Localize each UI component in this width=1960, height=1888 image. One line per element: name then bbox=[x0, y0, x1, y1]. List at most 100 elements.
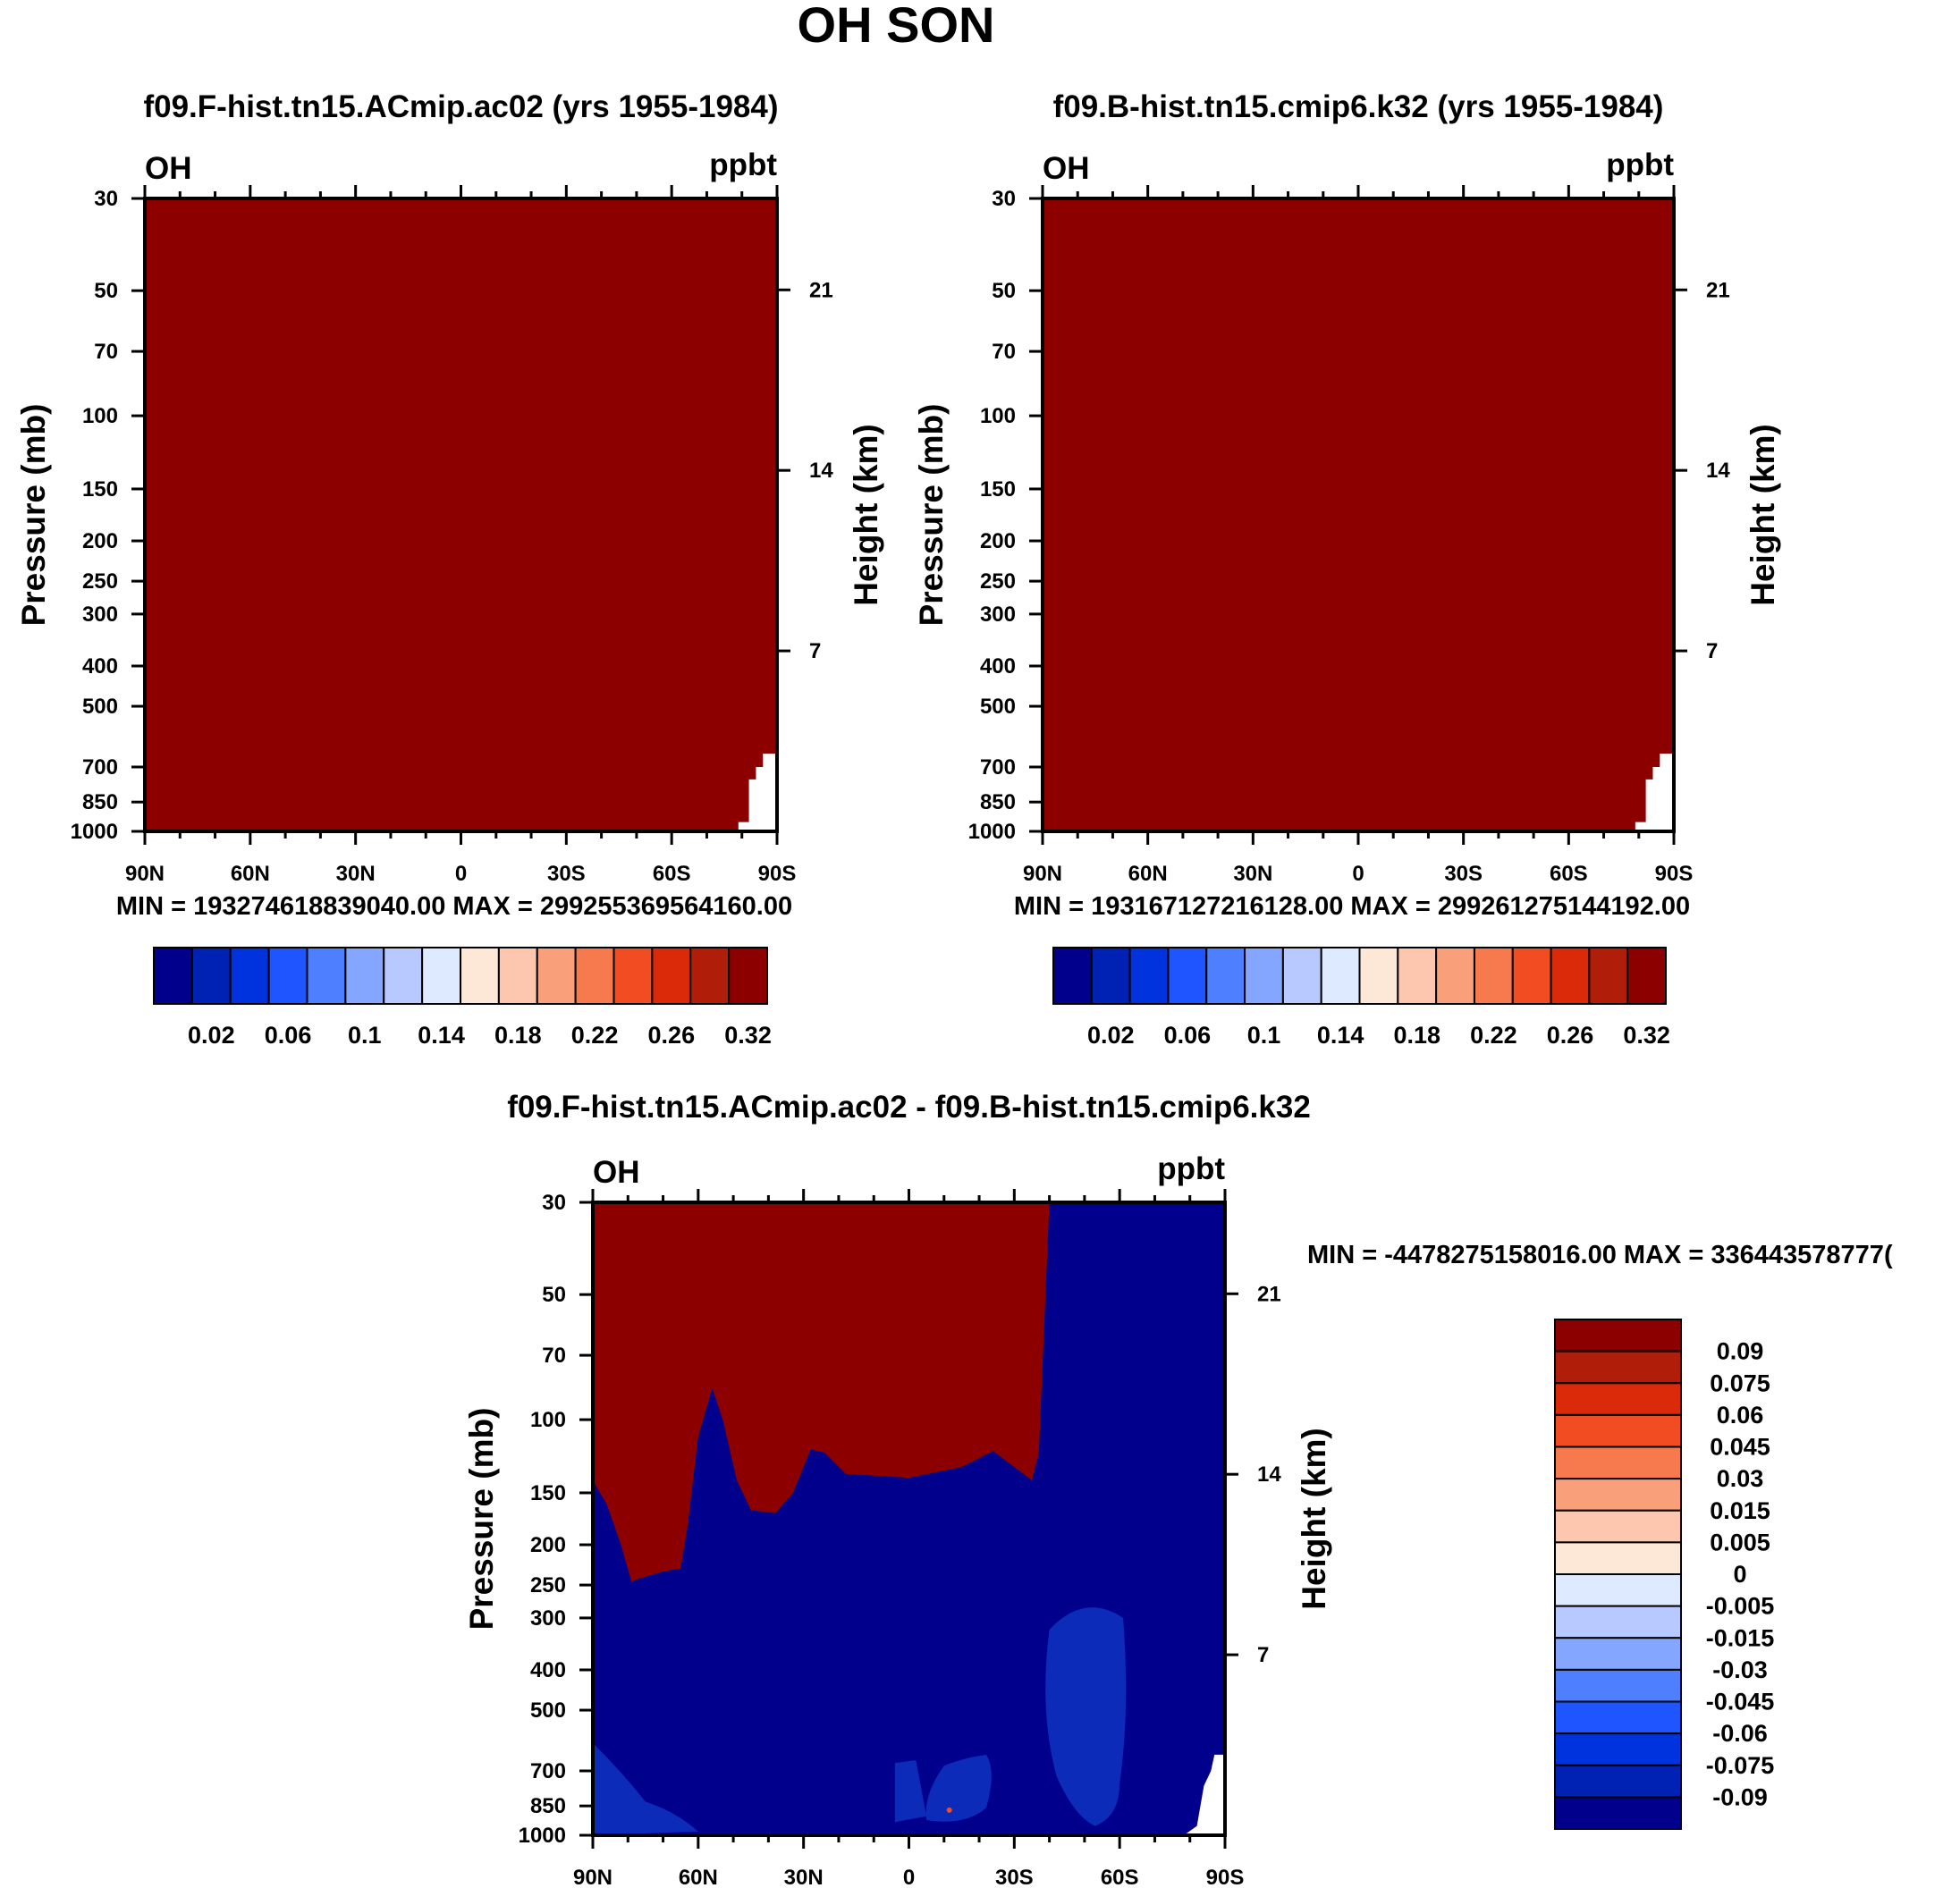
colorbar-box bbox=[1554, 1700, 1682, 1735]
panel-title: f09.B-hist.tn15.cmip6.k32 (yrs 1955-1984… bbox=[1053, 89, 1664, 124]
left-string: OH bbox=[593, 1155, 640, 1190]
min-max-label: MIN = 193274618839040.00 MAX = 299255369… bbox=[116, 892, 792, 921]
figure-title: OH SON bbox=[798, 0, 995, 53]
colorbar-box bbox=[421, 947, 461, 1005]
y-tick-label: 400 bbox=[980, 654, 1016, 678]
colorbar-box bbox=[1358, 947, 1399, 1005]
colorbar-box bbox=[612, 947, 654, 1005]
x-tick-label: 90S bbox=[1655, 862, 1694, 886]
y-tick-label: 850 bbox=[980, 790, 1016, 814]
colorbar-label: 0.09 bbox=[1717, 1338, 1764, 1365]
y-axis-title: Pressure (mb) bbox=[913, 404, 950, 627]
colorbar-box bbox=[1554, 1509, 1682, 1544]
y-tick-label: 200 bbox=[530, 1533, 566, 1557]
y2-tick-label: 7 bbox=[1706, 639, 1718, 663]
y-axis-title: Pressure (mb) bbox=[463, 1408, 500, 1631]
y-tick-label: 70 bbox=[992, 340, 1016, 364]
colorbar-box bbox=[1554, 1350, 1682, 1385]
y-tick-label: 70 bbox=[94, 340, 118, 364]
colorbar-label: 0.06 bbox=[1717, 1402, 1764, 1429]
colorbar-box bbox=[1554, 1573, 1682, 1607]
colorbar-label: 0.22 bbox=[571, 1022, 619, 1049]
x-tick-label: 90N bbox=[573, 1866, 612, 1888]
colorbar-box bbox=[689, 947, 731, 1005]
colorbar-box bbox=[1554, 1541, 1682, 1575]
y2-tick-label: 14 bbox=[1706, 459, 1730, 483]
panel-title: f09.F-hist.tn15.ACmip.ac02 (yrs 1955-198… bbox=[143, 89, 778, 124]
colorbar-box bbox=[306, 947, 347, 1005]
colorbar-label: 0.32 bbox=[724, 1022, 772, 1049]
colorbar-label: 0.02 bbox=[188, 1022, 235, 1049]
colorbar-label: 0.22 bbox=[1470, 1022, 1517, 1049]
y-tick-label: 1000 bbox=[519, 1824, 566, 1848]
field-missing bbox=[1084, 1754, 1225, 1835]
x-tick-label: 0 bbox=[1352, 862, 1364, 886]
colorbar-label: 0.03 bbox=[1717, 1465, 1764, 1492]
colorbar-box bbox=[651, 947, 692, 1005]
colorbar-box bbox=[1281, 947, 1322, 1005]
y2-tick-label: 7 bbox=[1257, 1643, 1269, 1667]
colorbar-box bbox=[383, 947, 424, 1005]
colorbar-label: -0.09 bbox=[1712, 1783, 1768, 1810]
y2-tick-label: 21 bbox=[1257, 1282, 1281, 1306]
panel-title: f09.F-hist.tn15.ACmip.ac02 - f09.B-hist.… bbox=[507, 1090, 1311, 1125]
x-tick-label: 30S bbox=[1444, 862, 1483, 886]
colorbar-box bbox=[1320, 947, 1361, 1005]
x-tick-label: 60S bbox=[1101, 1866, 1139, 1888]
y-tick-label: 50 bbox=[542, 1283, 566, 1307]
colorbar-box bbox=[1397, 947, 1438, 1005]
colorbar-label: -0.015 bbox=[1706, 1624, 1775, 1651]
colorbar-box bbox=[460, 947, 500, 1005]
colorbar-label: 0.26 bbox=[1547, 1022, 1594, 1049]
y2-axis-title: Height (km) bbox=[1745, 424, 1781, 606]
colorbar-box bbox=[728, 947, 768, 1005]
colorbar-box bbox=[1554, 1764, 1682, 1799]
y-tick-label: 150 bbox=[980, 477, 1016, 502]
panel-f-hist: f09.F-hist.tn15.ACmip.ac02 (yrs 1955-198… bbox=[15, 89, 884, 1049]
y-tick-label: 250 bbox=[530, 1573, 566, 1597]
colorbar-box bbox=[190, 947, 232, 1005]
colorbar-label: 0.26 bbox=[648, 1022, 696, 1049]
field-positive-spot bbox=[946, 1807, 952, 1813]
colorbar-box bbox=[1167, 947, 1208, 1005]
x-tick-label: 30S bbox=[547, 862, 586, 886]
y-tick-label: 30 bbox=[542, 1191, 566, 1215]
colorbar-label: 0.14 bbox=[1317, 1022, 1364, 1049]
y-tick-label: 100 bbox=[530, 1408, 566, 1432]
x-tick-label: 60N bbox=[679, 1866, 718, 1888]
y-tick-label: 1000 bbox=[71, 820, 118, 844]
colorbar-box bbox=[1554, 1478, 1682, 1512]
y-tick-label: 100 bbox=[82, 404, 118, 428]
y-tick-label: 500 bbox=[980, 695, 1016, 719]
min-max-label: MIN = -4478275158016.00 MAX = 3364435787… bbox=[1307, 1241, 1893, 1269]
colorbar-box bbox=[1554, 1605, 1682, 1639]
right-string: ppbt bbox=[709, 148, 777, 182]
colorbar-box bbox=[1554, 1319, 1682, 1353]
colorbar-box bbox=[497, 947, 538, 1005]
colorbar-box bbox=[1554, 1732, 1682, 1766]
y-tick-label: 850 bbox=[530, 1794, 566, 1818]
y-tick-label: 200 bbox=[980, 529, 1016, 553]
field-missing bbox=[636, 754, 777, 831]
colorbar-box bbox=[1052, 947, 1093, 1005]
colorbar-label: 0.18 bbox=[494, 1022, 542, 1049]
left-string: OH bbox=[1043, 151, 1090, 186]
min-max-label: MIN = 193167127216128.00 MAX = 299261275… bbox=[1014, 892, 1690, 921]
y-tick-label: 100 bbox=[980, 404, 1016, 428]
colorbar-label: 0.015 bbox=[1710, 1497, 1770, 1524]
x-tick-label: 60N bbox=[231, 862, 270, 886]
x-tick-label: 60S bbox=[1550, 862, 1588, 886]
colorbar-label: 0 bbox=[1733, 1561, 1746, 1588]
x-tick-label: 30N bbox=[336, 862, 376, 886]
y-tick-label: 150 bbox=[530, 1481, 566, 1505]
colorbar-label: 0.045 bbox=[1710, 1434, 1770, 1461]
field-negative-weak bbox=[1045, 1607, 1127, 1826]
y-tick-label: 200 bbox=[82, 529, 118, 553]
colorbar-box bbox=[574, 947, 615, 1005]
y-tick-label: 250 bbox=[82, 569, 118, 594]
y-tick-label: 700 bbox=[980, 755, 1016, 780]
colorbar-box bbox=[1128, 947, 1170, 1005]
y2-tick-label: 21 bbox=[1706, 278, 1730, 302]
colorbar-box bbox=[1554, 1668, 1682, 1703]
y-tick-label: 700 bbox=[530, 1759, 566, 1783]
